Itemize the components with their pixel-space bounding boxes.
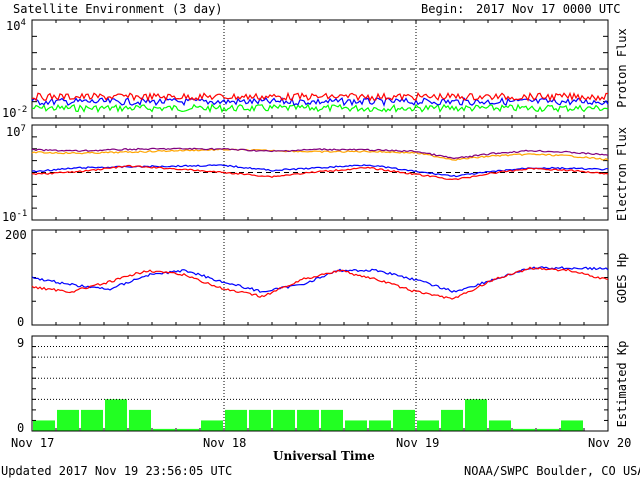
- proton-flux-series: [31, 103, 609, 114]
- hp-series-line: [31, 266, 609, 293]
- kp-ytop-label: 9: [17, 336, 25, 350]
- hp-series-line: [31, 266, 609, 300]
- kp-bar: [33, 420, 55, 431]
- kp-bar: [273, 409, 295, 431]
- kp-bar: [225, 409, 247, 431]
- hp-ytop-label: 200: [5, 228, 27, 242]
- kp-bar: [441, 409, 463, 431]
- kp-bar: [417, 420, 439, 431]
- electron-series-line: [31, 147, 609, 160]
- kp-bar: [129, 409, 151, 431]
- kp-bar: [177, 428, 199, 431]
- kp-bar: [465, 399, 487, 431]
- page-title: Satellite Environment (3 day): [13, 2, 223, 16]
- kp-bar: [249, 409, 271, 431]
- kp-bar: [105, 399, 127, 431]
- x-tick-nov20: Nov 20: [588, 436, 632, 450]
- kp-bar: [57, 409, 79, 431]
- proton-ybot-label: 10-2: [2, 105, 28, 120]
- x-axis-label: Universal Time: [273, 449, 375, 463]
- kp-ybot-label: 0: [17, 421, 25, 435]
- hp-ybot-label: 0: [17, 315, 25, 329]
- kp-bar: [393, 409, 415, 431]
- electron-series-line: [31, 148, 609, 161]
- kp-bar: [297, 409, 319, 431]
- kp-bar: [561, 420, 583, 431]
- x-tick-nov17: Nov 17: [11, 436, 55, 450]
- kp-bar: [537, 428, 559, 431]
- proton-flux-series: [31, 91, 608, 103]
- kp-bar: [81, 409, 103, 431]
- electron-ytop-label: 107: [6, 124, 26, 139]
- kp-bar: [345, 420, 367, 431]
- kp-bar: [153, 428, 175, 431]
- kp-bar: [201, 420, 223, 431]
- kp-bar: [321, 409, 343, 431]
- proton-ytop-label: 104: [6, 18, 26, 33]
- electron-series-line: [31, 164, 608, 178]
- x-tick-nov19: Nov 19: [396, 436, 440, 450]
- updated-timestamp: Updated 2017 Nov 19 23:56:05 UTC: [1, 464, 233, 478]
- x-tick-nov18: Nov 18: [203, 436, 247, 450]
- begin-label: Begin:: [421, 2, 465, 16]
- kp-bar: [489, 420, 511, 431]
- electron-series-line: [31, 164, 609, 181]
- kp-bar: [369, 420, 391, 431]
- begin-value: 2017 Nov 17 0000 UTC: [476, 2, 621, 16]
- credit-text: NOAA/SWPC Boulder, CO USA: [464, 464, 640, 478]
- electron-ybot-label: 10-1: [2, 209, 28, 224]
- kp-bar: [513, 428, 535, 431]
